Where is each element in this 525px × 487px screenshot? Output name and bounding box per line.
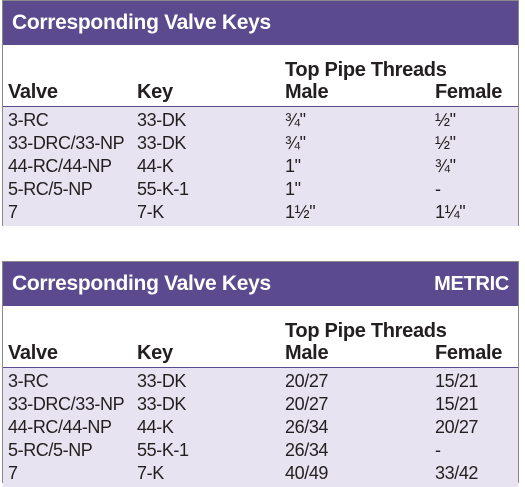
table-row: 3-RC 33-DK ¾" ½" [3,109,518,132]
cell-key: 7-K [137,463,164,483]
column-header-female: Female [435,342,503,364]
cell-key: 33-DK [137,110,187,130]
column-header-male: Male [285,342,329,364]
cell-key: 44-K [137,156,174,176]
cell-male: 1" [285,179,301,199]
cell-key: 55-K-1 [137,179,189,199]
cell-key: 44-K [137,417,174,437]
cell-female: 15/21 [435,371,479,391]
column-group-header-top-pipe-threads: Top Pipe Threads [285,59,447,81]
cell-key: 33-DK [137,371,187,391]
metric-valve-keys-table: Corresponding Valve Keys METRIC Valve Ke… [2,261,519,487]
cell-female: 20/27 [435,417,479,437]
cell-female: ¾" [435,156,456,176]
table-row: 5-RC/5-NP 55-K-1 26/34 - [3,439,518,462]
cell-key: 7-K [137,202,164,222]
cell-key: 33-DK [137,133,187,153]
imperial-table-body: 3-RC 33-DK ¾" ½" 33-DRC/33-NP 33-DK ¾" ½… [3,106,518,226]
cell-valve: 33-DRC/33-NP [8,133,125,153]
imperial-column-headers: Valve Key Top Pipe Threads Male Female [3,45,518,106]
cell-valve: 3-RC [8,371,49,391]
imperial-table-title: Corresponding Valve Keys [12,11,271,34]
table-row: 3-RC 33-DK 20/27 15/21 [3,370,518,393]
cell-valve: 44-RC/44-NP [8,156,112,176]
cell-male: 1" [285,156,301,176]
imperial-table-header-bar: Corresponding Valve Keys [3,1,518,45]
cell-valve: 5-RC/5-NP [8,179,93,199]
metric-table-body: 3-RC 33-DK 20/27 15/21 33-DRC/33-NP 33-D… [3,367,518,487]
cell-female: - [435,179,441,199]
imperial-valve-keys-table: Corresponding Valve Keys Valve Key Top P… [2,0,519,226]
cell-male: ¾" [285,133,306,153]
column-header-valve: Valve [8,342,58,364]
metric-badge: METRIC [434,272,509,295]
cell-male: 40/49 [285,463,329,483]
cell-male: ¾" [285,110,306,130]
cell-key: 55-K-1 [137,440,189,460]
cell-key: 33-DK [137,394,187,414]
table-row: 44-RC/44-NP 44-K 26/34 20/27 [3,416,518,439]
cell-female: 1¼" [435,202,466,222]
cell-valve: 44-RC/44-NP [8,417,112,437]
table-row: 33-DRC/33-NP 33-DK 20/27 15/21 [3,393,518,416]
cell-male: 20/27 [285,371,329,391]
cell-female: ½" [435,110,456,130]
cell-female: - [435,440,441,460]
cell-male: 26/34 [285,417,329,437]
cell-valve: 33-DRC/33-NP [8,394,125,414]
cell-male: 1½" [285,202,316,222]
table-row: 7 7-K 40/49 33/42 [3,462,518,485]
column-header-male: Male [285,81,329,103]
table-row: 44-RC/44-NP 44-K 1" ¾" [3,155,518,178]
cell-valve: 7 [8,202,18,222]
cell-valve: 3-RC [8,110,49,130]
cell-valve: 7 [8,463,18,483]
metric-column-headers: Valve Key Top Pipe Threads Male Female [3,306,518,367]
metric-table-header-bar: Corresponding Valve Keys METRIC [3,262,518,306]
table-row: 33-DRC/33-NP 33-DK ¾" ½" [3,132,518,155]
cell-female: 15/21 [435,394,479,414]
cell-male: 26/34 [285,440,329,460]
column-header-key: Key [137,81,173,103]
cell-male: 20/27 [285,394,329,414]
column-group-header-top-pipe-threads: Top Pipe Threads [285,320,447,342]
table-row: 5-RC/5-NP 55-K-1 1" - [3,178,518,201]
column-header-valve: Valve [8,81,58,103]
cell-female: ½" [435,133,456,153]
table-row: 7 7-K 1½" 1¼" [3,201,518,224]
column-header-female: Female [435,81,503,103]
column-header-key: Key [137,342,173,364]
cell-female: 33/42 [435,463,479,483]
metric-table-title: Corresponding Valve Keys [12,272,271,295]
cell-valve: 5-RC/5-NP [8,440,93,460]
